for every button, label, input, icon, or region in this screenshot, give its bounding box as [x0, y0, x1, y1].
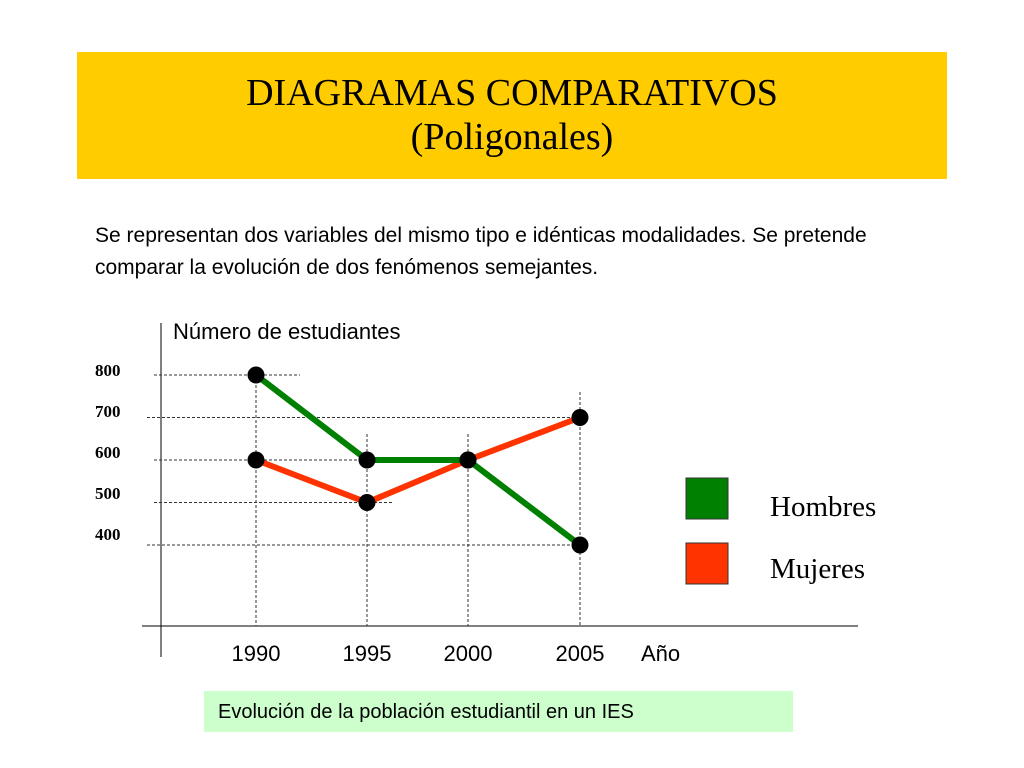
point-hombres-1995: [358, 451, 376, 469]
point-mujeres-1995: [358, 494, 376, 511]
series-line-mujeres: [254, 414, 582, 506]
title-line-2: (Poligonales): [410, 116, 614, 158]
x-tick-label: 2005: [556, 641, 605, 666]
x-tick-label: 1990: [232, 641, 281, 666]
title-banner: DIAGRAMAS COMPARATIVOS (Poligonales): [77, 52, 947, 179]
legend-swatch-mujeres: [685, 542, 729, 585]
x-tick-label: 2000: [444, 641, 493, 666]
legend-label-hombres: Hombres: [770, 491, 876, 523]
point-mujeres-2005: [571, 409, 589, 426]
y-tick-label: 400: [95, 525, 121, 544]
point-mujeres-1990: [247, 451, 265, 469]
legend-label-mujeres: Mujeres: [770, 553, 865, 585]
y-tick-label: 800: [95, 361, 121, 380]
y-tick-label: 500: [95, 484, 121, 503]
series-line-hombres: [254, 372, 582, 548]
chart-caption: Evolución de la población estudiantil en…: [204, 691, 793, 732]
legend-swatch-hombres: [685, 477, 729, 520]
title-line-1: DIAGRAMAS COMPARATIVOS: [246, 72, 778, 114]
y-tick-label: 700: [95, 402, 121, 421]
y-tick-label: 600: [95, 443, 121, 462]
description-text: Se representan dos variables del mismo t…: [95, 224, 867, 279]
point-hombres-1990: [247, 366, 265, 384]
x-tick-label: 1995: [343, 641, 392, 666]
y-axis-title: Número de estudiantes: [173, 319, 400, 344]
x-axis-title: Año: [641, 641, 680, 666]
point-mujeres-2000: [459, 451, 477, 469]
point-hombres-2005: [571, 536, 589, 554]
